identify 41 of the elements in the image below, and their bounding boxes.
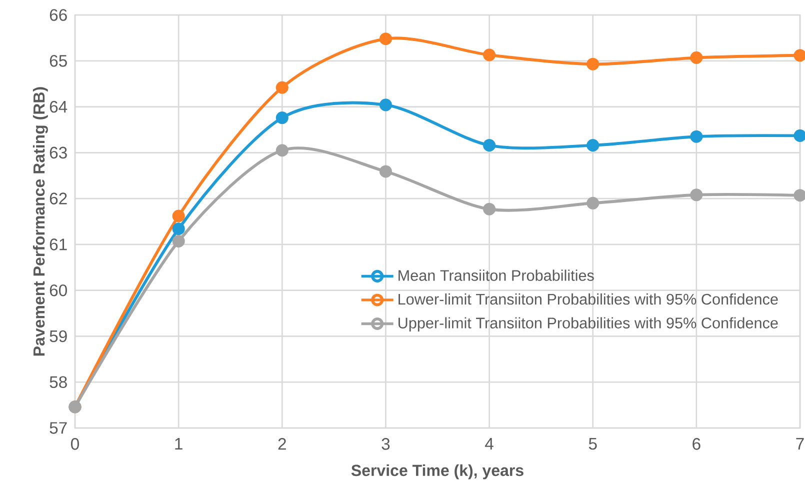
legend-label: Lower-limit Transiiton Probabilities with 95% Confidence xyxy=(398,293,778,305)
x-tick-label: 0 xyxy=(71,438,79,450)
point xyxy=(586,58,600,70)
y-axis-title: Pavement Performance Rating (RB) xyxy=(32,87,48,356)
point xyxy=(276,81,288,94)
point xyxy=(379,32,392,46)
point xyxy=(483,48,496,62)
y-tick-label: 61 xyxy=(50,238,67,250)
x-tick-label: 3 xyxy=(382,438,390,450)
point xyxy=(586,139,600,152)
y-tick-label: 63 xyxy=(50,146,67,159)
point xyxy=(276,112,288,124)
legend-label: Mean Transiiton Probabilities xyxy=(398,270,594,281)
y-tick-label: 64 xyxy=(50,100,68,113)
y-tick-label: 65 xyxy=(50,55,67,67)
point xyxy=(586,196,600,210)
point xyxy=(379,98,392,112)
y-tick-label: 59 xyxy=(50,330,67,342)
y-tick-label: 60 xyxy=(50,284,67,296)
y-tick-label: 58 xyxy=(50,376,67,388)
legend-label: Upper-limit Transiiton Probabilities with 95% Confidence xyxy=(398,317,778,332)
point xyxy=(690,130,703,143)
x-tick-label: 2 xyxy=(278,438,286,450)
point xyxy=(172,234,185,248)
x-tick-label: 6 xyxy=(692,438,700,450)
point xyxy=(483,202,496,216)
point xyxy=(690,51,703,64)
point xyxy=(172,222,185,236)
y-tick-label: 62 xyxy=(50,192,67,204)
x-axis-title: Service Time (k), years xyxy=(351,464,524,480)
x-tick-label: 7 xyxy=(796,438,804,450)
y-tick-label: 66 xyxy=(50,9,67,21)
x-tick-label: 5 xyxy=(588,438,597,450)
y-tick-label: 57 xyxy=(50,422,67,434)
point xyxy=(483,139,496,152)
point xyxy=(276,144,288,157)
point xyxy=(172,210,185,222)
x-tick-label: 1 xyxy=(175,438,182,450)
x-tick-label: 4 xyxy=(485,438,494,450)
point xyxy=(379,165,392,178)
point xyxy=(690,188,703,202)
